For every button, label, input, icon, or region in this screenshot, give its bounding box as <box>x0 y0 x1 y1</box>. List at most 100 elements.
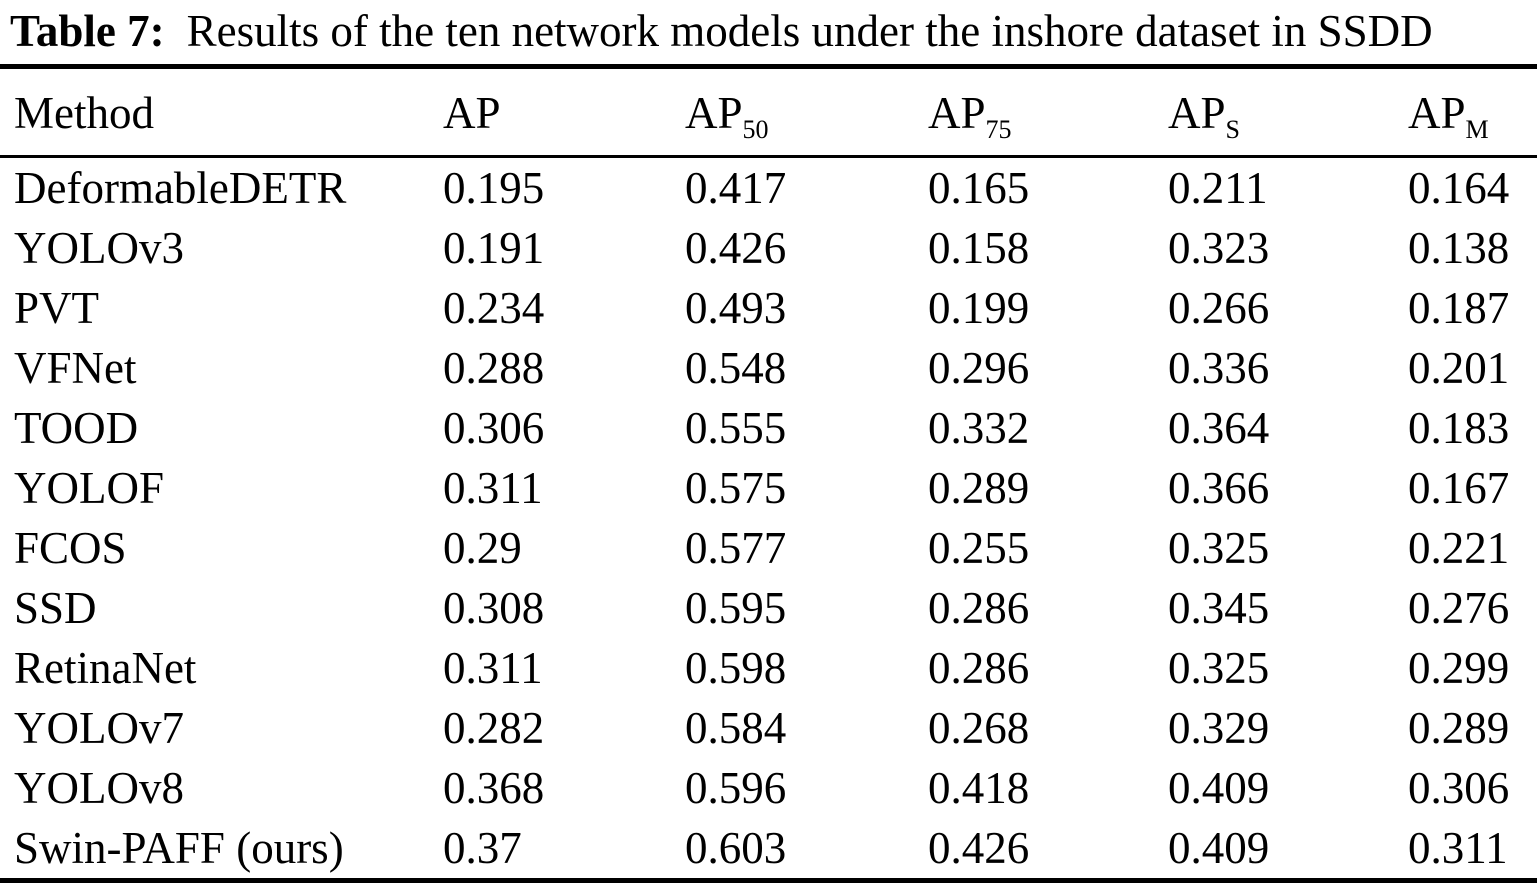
aps-cell: 0.345 <box>1168 582 1270 633</box>
table-row: Swin-PAFF (ours) 0.37 0.603 0.426 0.409 … <box>0 818 1537 881</box>
aps-cell: 0.325 <box>1168 522 1270 573</box>
ap50-cell: 0.584 <box>685 702 787 753</box>
ap-cell: 0.308 <box>443 582 545 633</box>
ap-cell: 0.234 <box>443 282 545 333</box>
ap50-cell: 0.598 <box>685 642 787 693</box>
ap-cell: 0.195 <box>443 162 545 213</box>
method-cell: VFNet <box>14 342 137 393</box>
table-row: SSD 0.308 0.595 0.286 0.345 0.276 <box>0 578 1537 638</box>
header-subscript: 75 <box>985 114 1012 144</box>
apm-cell: 0.311 <box>1408 822 1508 873</box>
aps-cell: 0.409 <box>1168 762 1270 813</box>
ap75-cell: 0.158 <box>928 222 1030 273</box>
ap50-cell: 0.596 <box>685 762 787 813</box>
method-cell: YOLOv8 <box>14 762 184 813</box>
table-row: YOLOv8 0.368 0.596 0.418 0.409 0.306 <box>0 758 1537 818</box>
apm-cell: 0.164 <box>1408 162 1510 213</box>
ap75-cell: 0.332 <box>928 402 1030 453</box>
method-cell: YOLOF <box>14 462 165 513</box>
ap75-cell: 0.418 <box>928 762 1030 813</box>
ap50-cell: 0.555 <box>685 402 787 453</box>
ap75-cell: 0.165 <box>928 162 1030 213</box>
header-label: Method <box>14 87 154 138</box>
header-label: AP <box>1408 87 1466 138</box>
apm-cell: 0.167 <box>1408 462 1510 513</box>
ap50-cell: 0.577 <box>685 522 787 573</box>
header-row: Method AP AP50 AP75 APS APM <box>0 66 1537 158</box>
method-cell: YOLOv3 <box>14 222 184 273</box>
apm-cell: 0.187 <box>1408 282 1510 333</box>
table-row: VFNet 0.288 0.548 0.296 0.336 0.201 <box>0 338 1537 398</box>
ap-cell: 0.311 <box>443 462 543 513</box>
header-subscript: 50 <box>742 114 769 144</box>
column-header-ap75: AP75 <box>928 66 1168 158</box>
ap-cell: 0.288 <box>443 342 545 393</box>
ap-cell: 0.306 <box>443 402 545 453</box>
header-label: AP <box>685 87 743 138</box>
header-subscript: M <box>1465 114 1489 144</box>
method-cell: DeformableDETR <box>14 162 347 213</box>
table-row: RetinaNet 0.311 0.598 0.286 0.325 0.299 <box>0 638 1537 698</box>
aps-cell: 0.329 <box>1168 702 1270 753</box>
header-label: AP <box>928 87 986 138</box>
method-cell: YOLOv7 <box>14 702 184 753</box>
ap75-cell: 0.426 <box>928 822 1030 873</box>
method-cell: FCOS <box>14 522 127 573</box>
results-table: Method AP AP50 AP75 APS APM DeformableDE… <box>0 63 1537 883</box>
aps-cell: 0.325 <box>1168 642 1270 693</box>
apm-cell: 0.306 <box>1408 762 1510 813</box>
table-row: DeformableDETR 0.195 0.417 0.165 0.211 0… <box>0 156 1537 218</box>
header-label: AP <box>443 87 501 138</box>
ap75-cell: 0.286 <box>928 642 1030 693</box>
aps-cell: 0.266 <box>1168 282 1270 333</box>
apm-cell: 0.201 <box>1408 342 1510 393</box>
caption-label: Table 7: <box>10 6 165 56</box>
method-cell: RetinaNet <box>14 642 197 693</box>
ap50-cell: 0.548 <box>685 342 787 393</box>
column-header-ap50: AP50 <box>685 66 928 158</box>
table-row: YOLOF 0.311 0.575 0.289 0.366 0.167 <box>0 458 1537 518</box>
method-cell: TOOD <box>14 402 139 453</box>
aps-cell: 0.211 <box>1168 162 1268 213</box>
ap75-cell: 0.199 <box>928 282 1030 333</box>
column-header-aps: APS <box>1168 66 1408 158</box>
ap-cell: 0.282 <box>443 702 545 753</box>
ap-cell: 0.191 <box>443 222 545 273</box>
ap75-cell: 0.296 <box>928 342 1030 393</box>
aps-cell: 0.409 <box>1168 822 1270 873</box>
aps-cell: 0.336 <box>1168 342 1270 393</box>
header-subscript: S <box>1225 114 1240 144</box>
ap-cell: 0.368 <box>443 762 545 813</box>
apm-cell: 0.289 <box>1408 702 1510 753</box>
ap-cell: 0.37 <box>443 822 522 873</box>
ap50-cell: 0.603 <box>685 822 787 873</box>
table-row: PVT 0.234 0.493 0.199 0.266 0.187 <box>0 278 1537 338</box>
ap75-cell: 0.286 <box>928 582 1030 633</box>
table-row: YOLOv7 0.282 0.584 0.268 0.329 0.289 <box>0 698 1537 758</box>
apm-cell: 0.183 <box>1408 402 1510 453</box>
ap-cell: 0.311 <box>443 642 543 693</box>
ap75-cell: 0.289 <box>928 462 1030 513</box>
ap50-cell: 0.575 <box>685 462 787 513</box>
ap50-cell: 0.595 <box>685 582 787 633</box>
ap-cell: 0.29 <box>443 522 522 573</box>
aps-cell: 0.364 <box>1168 402 1270 453</box>
ap50-cell: 0.426 <box>685 222 787 273</box>
column-header-ap: AP <box>443 66 685 158</box>
ap75-cell: 0.255 <box>928 522 1030 573</box>
apm-cell: 0.276 <box>1408 582 1510 633</box>
table-row: FCOS 0.29 0.577 0.255 0.325 0.221 <box>0 518 1537 578</box>
aps-cell: 0.366 <box>1168 462 1270 513</box>
column-header-apm: APM <box>1408 66 1537 158</box>
aps-cell: 0.323 <box>1168 222 1270 273</box>
ap50-cell: 0.417 <box>685 162 787 213</box>
table-row: YOLOv3 0.191 0.426 0.158 0.323 0.138 <box>0 218 1537 278</box>
table-caption: Table 7: Results of the ten network model… <box>0 0 1537 64</box>
ap50-cell: 0.493 <box>685 282 787 333</box>
method-cell: Swin-PAFF (ours) <box>14 822 344 873</box>
column-header-method: Method <box>0 66 443 158</box>
apm-cell: 0.138 <box>1408 222 1510 273</box>
method-cell: PVT <box>14 282 100 333</box>
ap75-cell: 0.268 <box>928 702 1030 753</box>
